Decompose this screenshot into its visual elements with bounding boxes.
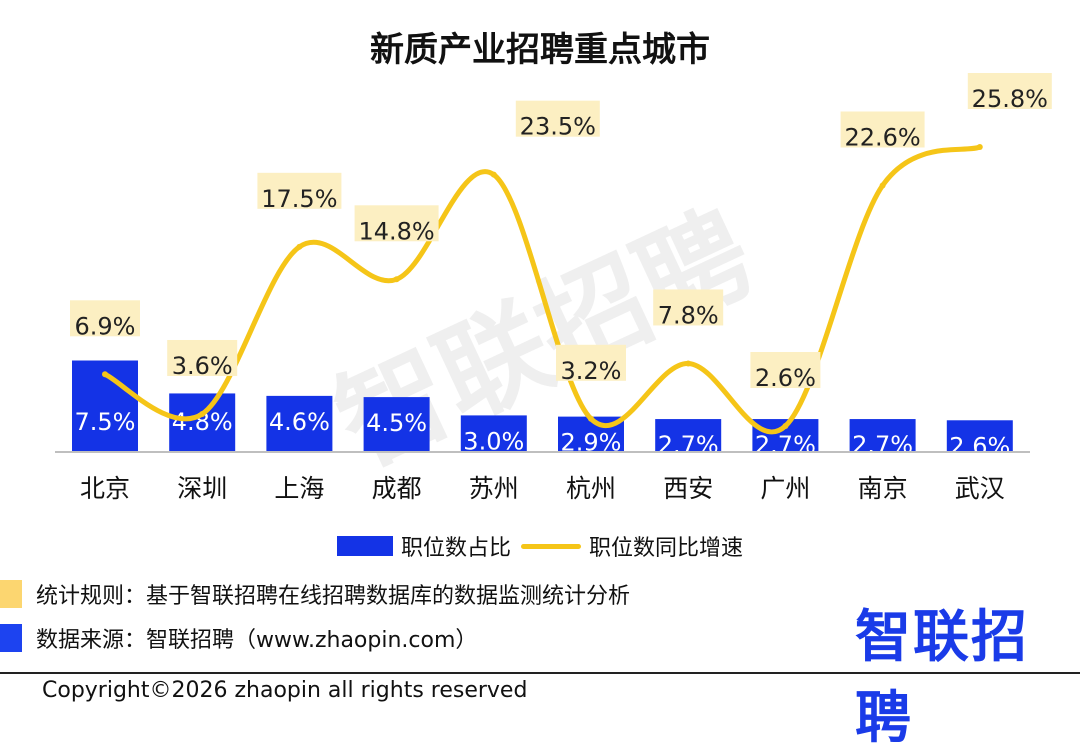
bar-value-label-3: 4.5% — [366, 409, 427, 437]
legend-label-line: 职位数同比增速 — [589, 536, 744, 561]
growth-label-3: 14.8% — [358, 217, 434, 245]
growth-label-bg-0 — [70, 300, 140, 337]
bar-value-label-2: 4.6% — [269, 408, 330, 436]
growth-label-1: 3.6% — [172, 352, 233, 380]
growth-point-7 — [782, 423, 789, 429]
legend-bar-swatch — [336, 536, 393, 556]
note-rule-text: 统计规则：基于智联招聘在线招聘数据库的数据监测统计分析 — [36, 584, 631, 609]
bar-value-label-6: 2.7% — [658, 431, 719, 459]
category-label-3: 成都 — [372, 474, 422, 503]
category-label-8: 南京 — [858, 474, 908, 503]
growth-label-bg-4 — [515, 100, 600, 137]
growth-line-layer — [102, 144, 983, 435]
category-label-7: 广州 — [760, 474, 810, 503]
bar-8 — [849, 419, 916, 452]
note-source-text: 数据来源：智联招聘（www.zhaopin.com） — [36, 628, 478, 653]
growth-point-6 — [685, 360, 692, 367]
bar-value-label-9: 2.6% — [949, 432, 1010, 460]
line-labels-layer: 6.9% 3.6% 17.5% 14.8% 23.5% 3.2% 7.8% 2.6% 22.6%… — [70, 73, 1052, 392]
note-source-marker — [0, 624, 22, 652]
note-rule-marker — [0, 580, 22, 608]
bar-value-label-8: 2.7% — [852, 431, 913, 459]
growth-line — [102, 144, 983, 435]
legend-item-line: 职位数同比增速 — [521, 530, 743, 562]
category-labels-layer: 北京 深圳 上海 成都 苏州 杭州 西安 广州 南京 武汉 — [80, 474, 1005, 503]
growth-label-5: 3.2% — [561, 357, 622, 385]
bar-1 — [169, 393, 236, 452]
legend-item-bar: 职位数占比 — [336, 530, 511, 562]
growth-label-2: 17.5% — [261, 185, 337, 213]
growth-point-9 — [976, 144, 983, 150]
growth-label-bg-7 — [750, 352, 821, 388]
category-label-5: 杭州 — [566, 474, 616, 503]
growth-point-5 — [588, 415, 594, 422]
growth-point-0 — [102, 371, 108, 378]
growth-label-0: 6.9% — [75, 312, 136, 340]
bar-3 — [363, 397, 430, 452]
growth-label-4: 23.5% — [520, 113, 596, 141]
bar-2 — [266, 395, 333, 452]
growth-point-4 — [490, 171, 497, 178]
growth-label-bg-3 — [354, 205, 439, 242]
chart-svg: 7.5% 4.8% 4.6% 4.5%3.0% 2.9% 2.7% 2.7% 2.7% 2.6%… — [55, 73, 1052, 503]
growth-label-bg-1 — [167, 339, 238, 376]
category-label-4: 苏州 — [469, 474, 519, 503]
growth-point-8 — [879, 182, 886, 189]
growth-label-bg-9 — [967, 73, 1052, 109]
bar-value-label-7: 2.7% — [755, 431, 816, 459]
growth-point-1 — [199, 410, 206, 417]
growth-label-bg-5 — [556, 344, 626, 381]
growth-label-bg-6 — [653, 289, 724, 326]
growth-label-bg-8 — [840, 111, 925, 148]
note-rule: 统计规则：基于智联招聘在线招聘数据库的数据监测统计分析 — [0, 578, 630, 610]
growth-point-3 — [393, 276, 400, 283]
category-label-2: 上海 — [274, 474, 324, 503]
growth-label-bg-2 — [257, 172, 342, 209]
bar-value-label-0: 7.5% — [75, 408, 136, 436]
growth-point-2 — [296, 243, 303, 250]
chart-title: 新质产业招聘重点城市 — [370, 30, 710, 70]
category-label-6: 西安 — [663, 474, 713, 503]
legend: 职位数占比 职位数同比增速 — [0, 530, 1080, 562]
category-label-1: 深圳 — [177, 474, 227, 503]
bar-6 — [655, 419, 722, 452]
growth-label-7: 2.6% — [755, 364, 816, 392]
growth-label-9: 25.8% — [972, 85, 1048, 113]
legend-line-swatch — [521, 543, 581, 549]
bar-value-label-4: 3.0% — [463, 427, 524, 455]
category-label-9: 武汉 — [955, 474, 1005, 503]
bar-4 — [460, 415, 527, 452]
legend-label-bar: 职位数占比 — [400, 536, 511, 561]
growth-label-6: 7.8% — [658, 301, 719, 329]
bar-9 — [946, 420, 1013, 452]
copyright-text: Copyright©2026 zhaopin all rights reserv… — [42, 678, 528, 703]
note-source: 数据来源：智联招聘（www.zhaopin.com） — [0, 622, 477, 654]
footer-divider — [0, 672, 1080, 674]
growth-label-8: 22.6% — [844, 123, 920, 151]
category-label-0: 北京 — [80, 474, 130, 503]
